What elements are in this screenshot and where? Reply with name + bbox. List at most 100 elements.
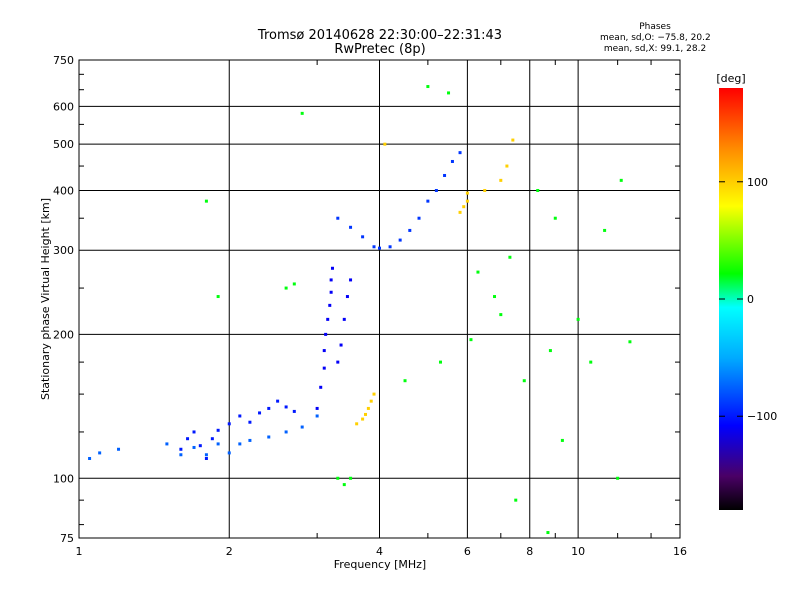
data-point [465, 199, 469, 203]
data-point [434, 188, 438, 192]
data-point [329, 278, 333, 282]
data-point [465, 191, 469, 195]
data-point [505, 164, 509, 168]
plot-frame [78, 59, 681, 539]
data-point [443, 173, 447, 177]
data-point [216, 428, 220, 432]
colorbar-tick-label: −100 [747, 410, 777, 423]
data-point [198, 444, 202, 448]
data-point [366, 406, 370, 410]
x-tick-label: 2 [226, 545, 233, 558]
data-point [192, 445, 196, 449]
phase-stats-x-mode: mean, sd,X: 99.1, 28.2 [603, 44, 707, 54]
data-point [328, 303, 332, 307]
data-point [204, 199, 208, 203]
colorbar-tick-label: 100 [747, 176, 768, 189]
data-point [469, 338, 473, 342]
data-point [364, 412, 368, 416]
data-point [560, 438, 564, 442]
data-point [319, 385, 323, 389]
data-point [536, 188, 540, 192]
data-point [361, 235, 365, 239]
data-point [439, 360, 443, 364]
data-point [546, 531, 550, 535]
grid-lines [79, 60, 680, 538]
data-point [576, 317, 580, 321]
data-point [336, 360, 340, 364]
data-point [227, 451, 231, 455]
data-point [336, 216, 340, 220]
data-point [339, 343, 343, 347]
data-point [349, 476, 353, 480]
x-tick-label: 10 [571, 545, 585, 558]
data-point [284, 430, 288, 434]
data-point [383, 142, 387, 146]
y-tick-label: 75 [60, 532, 74, 545]
phase-stats-title: Phases [639, 22, 671, 32]
data-point [369, 399, 373, 403]
data-point [398, 238, 402, 242]
data-point [450, 159, 454, 163]
data-point [165, 442, 169, 446]
x-tick-label: 4 [376, 545, 383, 558]
data-point [117, 447, 121, 451]
x-tick-label: 6 [464, 545, 471, 558]
phase-stats-o-mode: mean, sd,O: −75.8, 20.2 [600, 33, 711, 43]
data-point [458, 210, 462, 214]
data-point [462, 205, 466, 209]
data-point [403, 379, 407, 383]
data-point [238, 442, 242, 446]
data-point [300, 425, 304, 429]
data-point [616, 476, 620, 480]
data-point [300, 111, 304, 115]
data-points [88, 85, 632, 535]
data-point [603, 228, 607, 232]
data-point [483, 188, 487, 192]
data-point [447, 91, 451, 95]
data-point [458, 151, 462, 155]
data-point [186, 437, 190, 441]
y-tick-label: 100 [53, 472, 74, 485]
data-point [248, 420, 252, 424]
data-point [426, 85, 430, 89]
data-point [315, 406, 319, 410]
x-tick-label: 1 [76, 545, 83, 558]
data-point [204, 456, 208, 460]
data-point [628, 340, 632, 344]
data-point [227, 422, 231, 426]
data-point [292, 409, 296, 413]
data-point [284, 405, 288, 409]
data-point [372, 245, 376, 249]
data-point [322, 366, 326, 370]
data-point [98, 451, 102, 455]
y-tick-label: 750 [53, 54, 74, 67]
x-axis-label: Frequency [MHz] [334, 558, 426, 571]
data-point [349, 225, 353, 229]
chart-title-line-2: RwPretec (8p) [334, 42, 426, 57]
y-tick-label: 400 [53, 184, 74, 197]
data-point [408, 228, 412, 232]
data-point [276, 399, 280, 403]
colorbar-label: [deg] [716, 72, 745, 85]
data-point [192, 430, 196, 434]
data-point [589, 360, 593, 364]
data-point [315, 414, 319, 418]
data-point [342, 317, 346, 321]
data-point [336, 476, 340, 480]
x-tick-label: 16 [673, 545, 687, 558]
y-axis-label: Stationary phase Virtual Height [km] [39, 198, 52, 400]
data-point [284, 286, 288, 290]
data-point [258, 411, 262, 415]
data-point [388, 245, 392, 249]
data-point [619, 178, 623, 182]
data-point [329, 290, 333, 294]
data-point [372, 392, 376, 396]
data-point [267, 435, 271, 439]
data-point [216, 295, 220, 299]
y-tick-label: 300 [53, 244, 74, 257]
data-point [514, 498, 518, 502]
data-point [324, 332, 328, 336]
data-point [238, 414, 242, 418]
y-tick-label: 500 [53, 138, 74, 151]
